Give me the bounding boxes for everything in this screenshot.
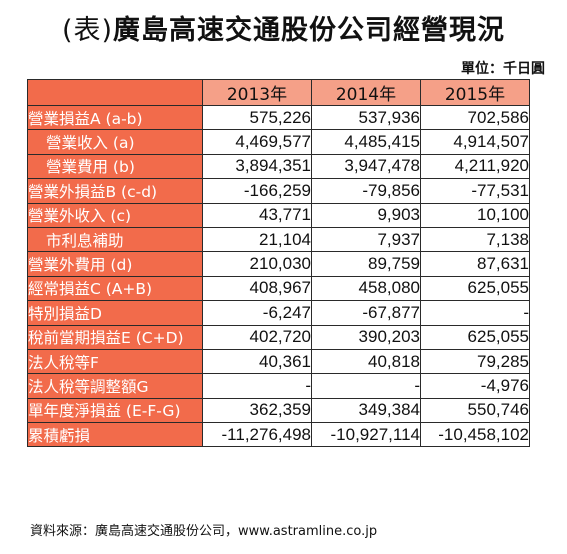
row-label: 營業外費用 (d) bbox=[27, 251, 203, 277]
value-cell: 89,759 bbox=[311, 251, 421, 277]
value-cell: 210,030 bbox=[202, 251, 312, 277]
table-row: 營業收入 (a) 4,469,577 4,485,415 4,914,507 bbox=[27, 129, 530, 155]
value-cell: -10,927,114 bbox=[311, 422, 421, 448]
value-cell: 550,746 bbox=[420, 397, 530, 424]
table-row: 經常損益C (A+B) 408,967 458,080 625,055 bbox=[27, 275, 530, 302]
page-title: (表)廣島高速交通股份公司經營現況 bbox=[0, 8, 567, 47]
value-cell: 575,226 bbox=[202, 104, 312, 131]
value-cell: 40,361 bbox=[202, 348, 312, 375]
unit-label: 單位：千日圓 bbox=[461, 61, 545, 77]
table-row: 稅前當期損益E (C+D) 402,720 390,203 625,055 bbox=[27, 324, 530, 350]
value-cell: 537,936 bbox=[311, 104, 421, 131]
table-row: 營業費用 (b) 3,894,351 3,947,478 4,211,920 bbox=[27, 153, 530, 180]
value-cell: 43,771 bbox=[202, 202, 312, 228]
value-cell: 4,485,415 bbox=[311, 129, 421, 155]
value-cell: 3,947,478 bbox=[311, 153, 421, 180]
value-cell: 3,894,351 bbox=[202, 153, 312, 180]
value-cell: 7,937 bbox=[311, 226, 421, 253]
table-row: 累積虧損 -11,276,498 -10,927,114 -10,458,102 bbox=[27, 422, 530, 448]
value-cell: 402,720 bbox=[202, 324, 312, 350]
year-header: 2015年 bbox=[420, 79, 530, 106]
value-cell: - bbox=[311, 373, 421, 399]
value-cell: -67,877 bbox=[311, 300, 421, 326]
table-row: 單年度淨損益 (E-F-G) 362,359 349,384 550,746 bbox=[27, 397, 530, 424]
value-cell: 625,055 bbox=[420, 275, 530, 302]
value-cell: 625,055 bbox=[420, 324, 530, 350]
year-header: 2014年 bbox=[311, 79, 421, 106]
row-label: 營業損益A (a-b) bbox=[27, 104, 203, 131]
table-row: 營業外費用 (d) 210,030 89,759 87,631 bbox=[27, 251, 530, 277]
row-label: 單年度淨損益 (E-F-G) bbox=[27, 397, 203, 424]
value-cell: -11,276,498 bbox=[202, 422, 312, 448]
value-cell: 4,211,920 bbox=[420, 153, 530, 180]
value-cell: - bbox=[420, 300, 530, 326]
source-note: 資料來源：廣島高速交通股份公司，www.astramline.co.jp bbox=[30, 524, 378, 539]
table-row: 營業外損益B (c-d) -166,259 -79,856 -77,531 bbox=[27, 178, 530, 204]
table-row: 營業外收入 (c) 43,771 9,903 10,100 bbox=[27, 202, 530, 228]
value-cell: 4,914,507 bbox=[420, 129, 530, 155]
table-row: 法人稅等F 40,361 40,818 79,285 bbox=[27, 348, 530, 375]
value-cell: 408,967 bbox=[202, 275, 312, 302]
table-row: 市利息補助 21,104 7,937 7,138 bbox=[27, 226, 530, 253]
value-cell: 10,100 bbox=[420, 202, 530, 228]
value-cell: 4,469,577 bbox=[202, 129, 312, 155]
value-cell: 390,203 bbox=[311, 324, 421, 350]
value-cell: -10,458,102 bbox=[420, 422, 530, 448]
row-label: 營業收入 (a) bbox=[27, 129, 203, 155]
row-label: 特別損益D bbox=[27, 300, 203, 326]
row-label: 經常損益C (A+B) bbox=[27, 275, 203, 302]
table-row: 營業損益A (a-b) 575,226 537,936 702,586 bbox=[27, 104, 530, 131]
value-cell: -77,531 bbox=[420, 178, 530, 204]
value-cell: -6,247 bbox=[202, 300, 312, 326]
row-label: 稅前當期損益E (C+D) bbox=[27, 324, 203, 350]
value-cell: - bbox=[202, 373, 312, 399]
row-label: 營業費用 (b) bbox=[27, 153, 203, 180]
value-cell: -4,976 bbox=[420, 373, 530, 399]
value-cell: 9,903 bbox=[311, 202, 421, 228]
value-cell: -166,259 bbox=[202, 178, 312, 204]
row-label: 營業外收入 (c) bbox=[27, 202, 203, 228]
value-cell: 40,818 bbox=[311, 348, 421, 375]
row-label: 市利息補助 bbox=[27, 226, 203, 253]
title-prefix: (表) bbox=[61, 15, 114, 46]
year-header: 2013年 bbox=[202, 79, 312, 106]
table-row: 法人稅等調整額G - - -4,976 bbox=[27, 373, 530, 399]
row-label: 累積虧損 bbox=[27, 422, 203, 448]
financial-table: 2013年 2014年 2015年 營業損益A (a-b) 575,226 537,… bbox=[27, 79, 530, 448]
value-cell: 349,384 bbox=[311, 397, 421, 424]
row-label: 營業外損益B (c-d) bbox=[27, 178, 203, 204]
header-row: 2013年 2014年 2015年 bbox=[27, 79, 530, 106]
row-label: 法人稅等F bbox=[27, 348, 203, 375]
value-cell: 87,631 bbox=[420, 251, 530, 277]
value-cell: 458,080 bbox=[311, 275, 421, 302]
value-cell: -79,856 bbox=[311, 178, 421, 204]
value-cell: 21,104 bbox=[202, 226, 312, 253]
title-text: 廣島高速交通股份公司經營現況 bbox=[113, 15, 506, 46]
row-label: 法人稅等調整額G bbox=[27, 373, 203, 399]
table-row: 特別損益D -6,247 -67,877- bbox=[27, 300, 530, 326]
value-cell: 702,586 bbox=[420, 104, 530, 131]
value-cell: 362,359 bbox=[202, 397, 312, 424]
value-cell: 7,138 bbox=[420, 226, 530, 253]
header-corner bbox=[27, 79, 203, 106]
value-cell: 79,285 bbox=[420, 348, 530, 375]
